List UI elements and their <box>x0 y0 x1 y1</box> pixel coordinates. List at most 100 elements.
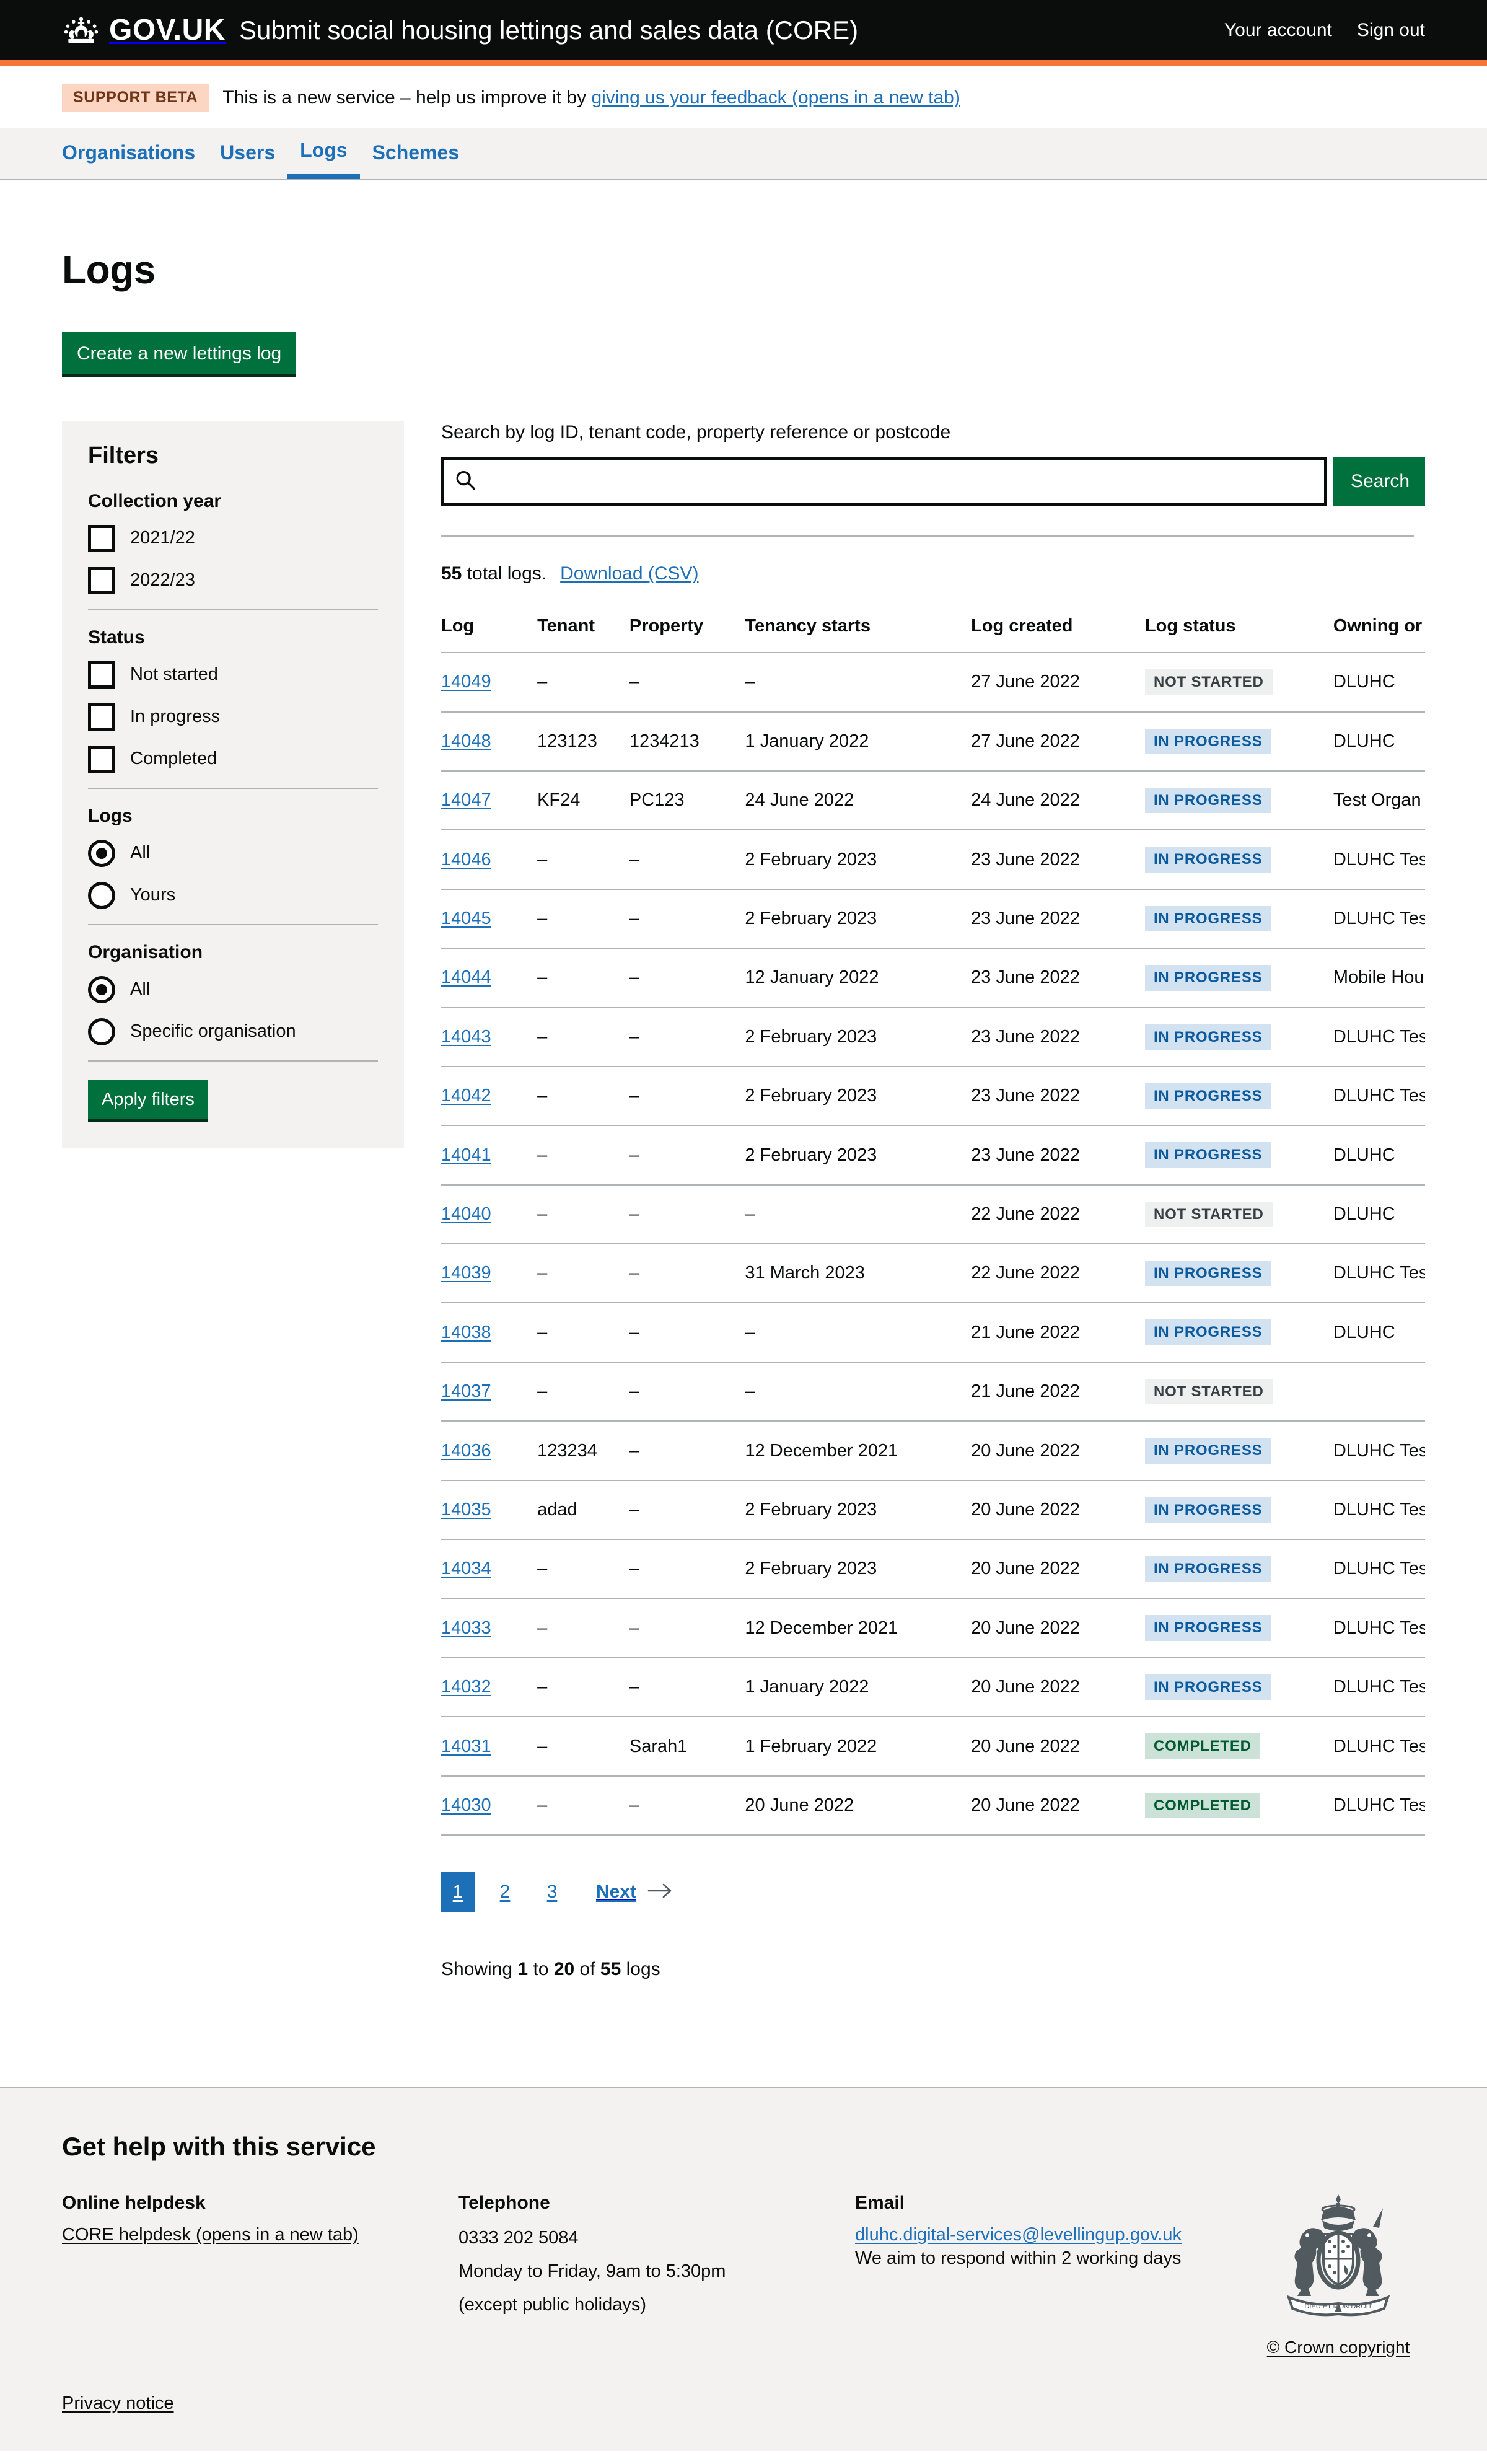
log-id-link[interactable]: 14038 <box>441 1322 491 1342</box>
radio-org-specific[interactable] <box>88 1018 115 1045</box>
search-input[interactable] <box>441 457 1327 506</box>
cell-property: – <box>629 653 745 713</box>
filter-option-2022-23[interactable]: 2022/23 <box>88 566 378 594</box>
cell-log-created: 22 June 2022 <box>971 1184 1145 1245</box>
filter-option-not-started[interactable]: Not started <box>88 661 378 689</box>
log-id-link[interactable]: 14040 <box>441 1204 491 1224</box>
cell-tenant: – <box>537 1775 629 1836</box>
filter-option-logs-yours[interactable]: Yours <box>88 881 378 909</box>
radio-org-all[interactable] <box>88 975 115 1003</box>
log-id-link[interactable]: 14046 <box>441 849 491 869</box>
log-id-link[interactable]: 14032 <box>441 1677 491 1697</box>
nav-item-schemes[interactable]: Schemes <box>360 128 472 179</box>
radio-logs-yours[interactable] <box>88 881 115 909</box>
log-id-link[interactable]: 14048 <box>441 731 491 751</box>
log-id-link[interactable]: 14042 <box>441 1086 491 1106</box>
phase-banner-text: This is a new service – help us improve … <box>222 86 960 110</box>
cell-owning-organisation: DLUHC <box>1333 1303 1425 1363</box>
log-id-link[interactable]: 14037 <box>441 1381 491 1402</box>
cell-log: 14036 <box>441 1421 538 1481</box>
log-id-link[interactable]: 14035 <box>441 1499 491 1520</box>
nav-item-logs[interactable]: Logs <box>287 128 360 179</box>
search-button[interactable]: Search <box>1333 457 1425 506</box>
cell-tenant: – <box>537 1303 629 1363</box>
log-id-link[interactable]: 14043 <box>441 1026 491 1047</box>
pagination-page-2[interactable]: 2 <box>499 1881 511 1902</box>
cell-log: 14042 <box>441 1066 538 1127</box>
status-badge: IN PROGRESS <box>1144 1438 1271 1464</box>
column-header-owning-organisation: Owning or <box>1333 615 1425 654</box>
log-id-link[interactable]: 14049 <box>441 672 491 692</box>
table-row: 14036 123234–12 December 2021 20 June 2022… <box>441 1421 1425 1481</box>
pagination-page-1[interactable]: 1 <box>441 1872 475 1912</box>
cell-property: – <box>629 1007 745 1067</box>
search-label: Search by log ID, tenant code, property … <box>441 421 951 442</box>
pagination-next-link[interactable]: Next <box>596 1881 673 1903</box>
filter-option-completed[interactable]: Completed <box>88 745 378 773</box>
cell-owning-organisation <box>1333 1362 1425 1422</box>
log-id-link[interactable]: 14034 <box>441 1559 491 1579</box>
your-account-link[interactable]: Your account <box>1224 19 1332 40</box>
filter-option-2021-22[interactable]: 2021/22 <box>88 524 378 552</box>
cell-log: 14037 <box>441 1362 538 1422</box>
pagination-page-3[interactable]: 3 <box>546 1881 558 1902</box>
log-id-link[interactable]: 14047 <box>441 790 491 811</box>
crown-copyright-link[interactable]: © Crown copyright <box>1266 2338 1410 2357</box>
cell-property: – <box>629 830 745 890</box>
filter-group-logs: Logs All Yours <box>88 805 378 909</box>
log-id-link[interactable]: 14031 <box>441 1736 491 1756</box>
log-id-link[interactable]: 14039 <box>441 1263 491 1283</box>
filter-label-org-specific: Specific organisation <box>130 1021 296 1042</box>
checkbox-2021-22[interactable] <box>88 524 115 552</box>
cell-log-created: 20 June 2022 <box>971 1657 1145 1718</box>
checkbox-in-progress[interactable] <box>88 703 115 731</box>
filter-option-org-all[interactable]: All <box>88 975 378 1003</box>
privacy-notice-link[interactable]: Privacy notice <box>62 2393 174 2414</box>
checkbox-completed[interactable] <box>88 745 115 773</box>
log-id-link[interactable]: 14044 <box>441 967 491 988</box>
cell-tenancy-starts: 1 January 2022 <box>745 1657 972 1718</box>
filter-option-in-progress[interactable]: In progress <box>88 703 378 731</box>
showing-total: 55 <box>600 1959 621 1979</box>
checkbox-2022-23[interactable] <box>88 566 115 594</box>
create-new-lettings-log-button[interactable]: Create a new lettings log <box>62 332 297 377</box>
cell-property: Sarah1 <box>629 1717 745 1777</box>
core-helpdesk-link[interactable]: CORE helpdesk (opens in a new tab) <box>62 2225 359 2245</box>
apply-filters-button[interactable]: Apply filters <box>88 1080 208 1122</box>
table-row: 14041– –2 February 2023 23 June 2022 IN PRO… <box>441 1125 1425 1186</box>
filter-option-logs-all[interactable]: All <box>88 839 378 867</box>
log-id-link[interactable]: 14041 <box>441 1145 491 1165</box>
govuk-home-link[interactable]: GOV.UK <box>62 15 226 46</box>
nav-item-organisations[interactable]: Organisations <box>62 128 208 179</box>
footer-helpdesk-title: Online helpdesk <box>62 2193 206 2214</box>
cell-owning-organisation: DLUHC Tes <box>1333 889 1425 949</box>
log-id-link[interactable]: 14036 <box>441 1440 491 1461</box>
cell-log: 14035 <box>441 1480 538 1541</box>
checkbox-not-started[interactable] <box>88 661 115 689</box>
log-id-link[interactable]: 14030 <box>441 1795 491 1815</box>
nav-item-users[interactable]: Users <box>208 128 287 179</box>
cell-owning-organisation: DLUHC Tes <box>1333 1421 1425 1481</box>
cell-log-created: 20 June 2022 <box>971 1598 1145 1658</box>
cell-log-status: IN PROGRESS <box>1144 948 1333 1008</box>
footer-telephone-hours: Monday to Friday, 9am to 5:30pm <box>458 2261 726 2282</box>
footer-telephone-number: 0333 202 5084 <box>458 2228 579 2248</box>
page-title: Logs <box>62 247 156 292</box>
filter-option-org-specific[interactable]: Specific organisation <box>88 1018 378 1045</box>
nav-link-users[interactable]: Users <box>220 141 276 164</box>
cell-log-created: 23 June 2022 <box>971 889 1145 949</box>
cell-tenancy-starts: 24 June 2022 <box>745 770 972 831</box>
footer-email-link[interactable]: dluhc.digital-services@levellingup.gov.u… <box>855 2225 1182 2245</box>
log-id-link[interactable]: 14033 <box>441 1617 491 1638</box>
filter-group-organisation: Organisation All Specific organisation <box>88 941 378 1045</box>
radio-logs-all[interactable] <box>88 839 115 867</box>
log-id-link[interactable]: 14045 <box>441 909 491 929</box>
nav-link-organisations[interactable]: Organisations <box>62 141 196 164</box>
nav-link-schemes[interactable]: Schemes <box>372 141 460 164</box>
download-csv-link[interactable]: Download (CSV) <box>560 563 699 584</box>
cell-owning-organisation: DLUHC Tes <box>1333 1657 1425 1718</box>
sign-out-link[interactable]: Sign out <box>1356 19 1425 40</box>
nav-link-logs[interactable]: Logs <box>300 138 348 161</box>
cell-log-created: 22 June 2022 <box>971 1244 1145 1304</box>
feedback-link[interactable]: giving us your feedback (opens in a new … <box>591 87 960 108</box>
